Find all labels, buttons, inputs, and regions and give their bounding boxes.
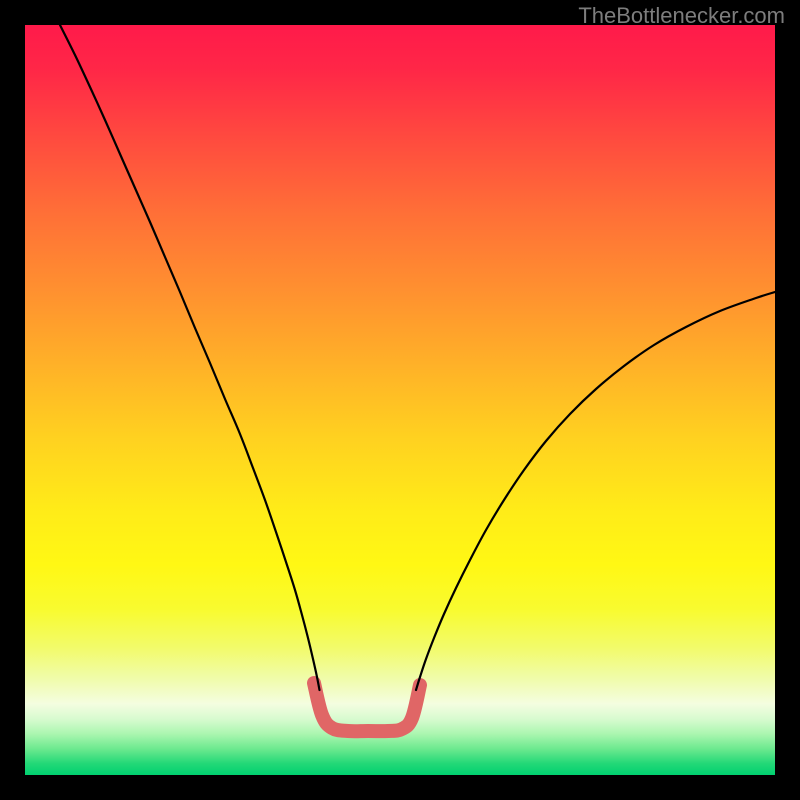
left-curve [60, 25, 320, 690]
watermark-text: TheBottlenecker.com [578, 3, 785, 29]
plot-area [25, 25, 775, 775]
bottom-marker [314, 683, 420, 731]
right-curve [416, 292, 775, 690]
chart-frame: TheBottlenecker.com [0, 0, 800, 800]
overlay-svg [25, 25, 775, 775]
